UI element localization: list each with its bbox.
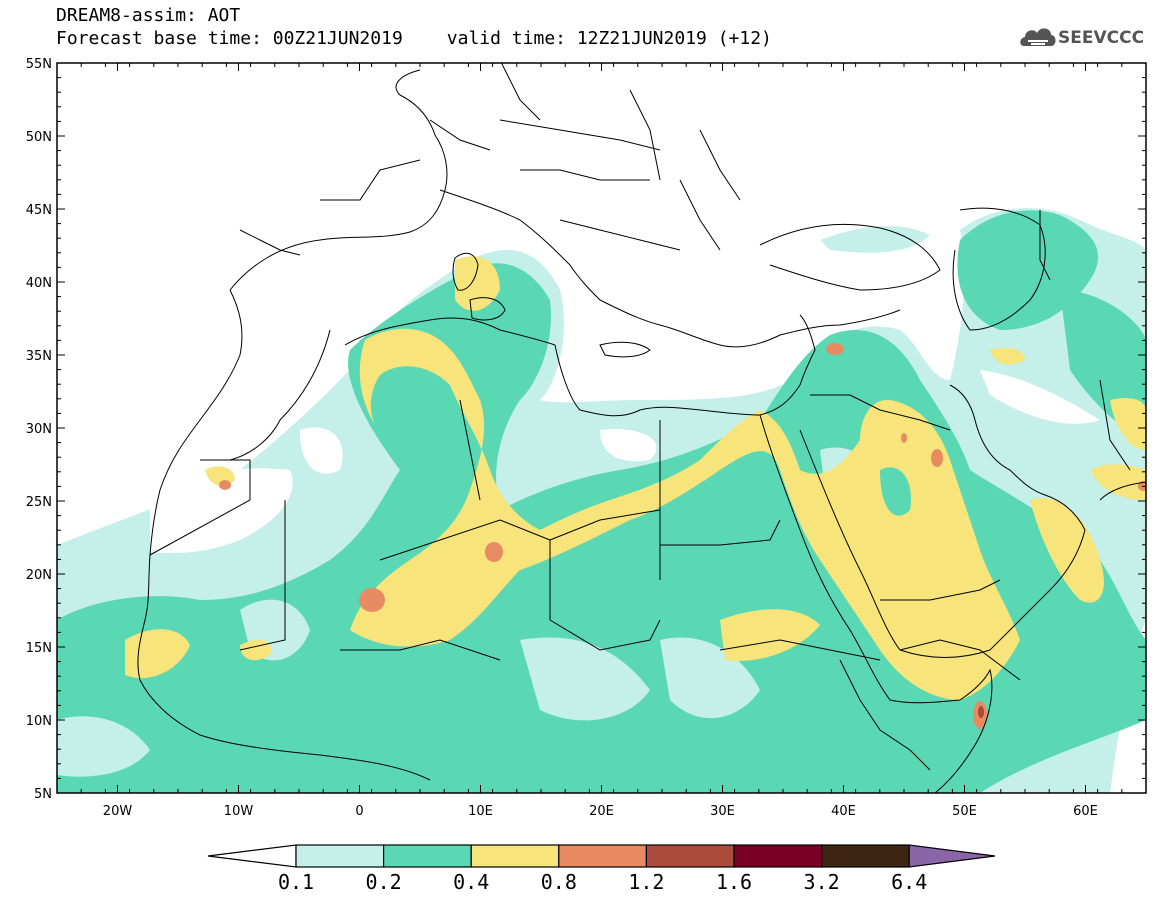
lon-tick-label: 20E [589, 804, 614, 819]
lat-tick-label: 5N [34, 787, 52, 802]
colorbar-label: 6.4 [891, 870, 927, 894]
valid-time: valid time: 12Z21JUN2019 (+12) [446, 28, 772, 49]
colorbar-label: 0.1 [278, 870, 314, 894]
lat-tick-label: 20N [26, 568, 52, 583]
colorbar-over-arrow [908, 844, 996, 868]
lat-tick-label: 15N [26, 641, 52, 656]
logo-text: SEEVCCC [1058, 28, 1145, 48]
colorbar-label: 0.4 [453, 870, 489, 894]
lat-tick-label: 40N [26, 276, 52, 291]
colorbar-label: 0.2 [366, 870, 402, 894]
base-time: Forecast base time: 00Z21JUN2019 [56, 28, 403, 49]
lon-tick-label: 0 [355, 804, 363, 819]
aot-below-0.1 [150, 370, 1146, 793]
aot-field [57, 63, 1146, 793]
lat-tick-label: 45N [26, 203, 52, 218]
colorbar-segment [820, 844, 910, 868]
lon-tick-label: 20W [103, 804, 133, 819]
coastlines [137, 69, 1146, 793]
colorbar-segment [295, 844, 385, 868]
colorbar-segment [470, 844, 560, 868]
aot-level-0.4 [125, 256, 1146, 700]
map-title: DREAM8-assim: AOT [56, 5, 241, 26]
aot-level-0.8 [219, 343, 1146, 729]
lat-tick-label: 50N [26, 130, 52, 145]
cloud-icon [1020, 28, 1056, 46]
colorbar-label: 3.2 [804, 870, 840, 894]
colorbar: 0.1 0.2 0.4 0.8 1.2 1.6 3.2 6.4 [207, 844, 996, 894]
lon-tick-label: 40E [831, 804, 856, 819]
lon-tick-label: 60E [1073, 804, 1098, 819]
latitude-axis: 55N 50N 45N 40N 35N 30N 25N 20N 15N 10N 5N [26, 57, 1146, 802]
lat-tick-label: 10N [26, 714, 52, 729]
lon-tick-label: 10E [468, 804, 493, 819]
lat-tick-label: 55N [26, 57, 52, 72]
aot-level-1.2 [978, 706, 984, 718]
colorbar-segment [645, 844, 735, 868]
colorbar-under-arrow [207, 844, 297, 868]
country-borders [149, 63, 1131, 771]
colorbar-label: 1.2 [628, 870, 664, 894]
seevccc-logo: SEEVCCC [1018, 20, 1158, 54]
lat-tick-label: 35N [26, 349, 52, 364]
longitude-axis: 20W 10W 0 10E 20E 30E 40E 50E 60E [56, 63, 1147, 819]
aot-level-0.2-inner [410, 399, 911, 594]
colorbar-segment [558, 844, 647, 868]
lat-tick-label: 30N [26, 422, 52, 437]
colorbar-segment [733, 844, 823, 868]
forecast-time-line: Forecast base time: 00Z21JUN2019 valid ti… [56, 29, 772, 49]
colorbar-label: 1.6 [716, 870, 752, 894]
lon-tick-label: 30E [710, 804, 735, 819]
lon-tick-label: 50E [952, 804, 977, 819]
colorbar-label: 0.8 [541, 870, 577, 894]
colorbar-segment [383, 844, 472, 868]
lon-tick-label: 10W [224, 804, 254, 819]
lat-tick-label: 25N [26, 495, 52, 510]
